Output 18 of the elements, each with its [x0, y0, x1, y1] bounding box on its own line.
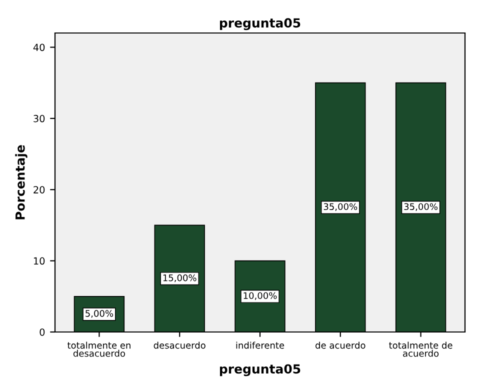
- y-tick-label: 0: [40, 328, 45, 336]
- chart-title: pregunta05: [220, 18, 300, 30]
- x-tick-label: totalmente de acuerdo: [389, 342, 452, 357]
- data-label: 10,00%: [244, 292, 277, 300]
- y-tick-label: 40: [33, 44, 45, 52]
- x-tick-label: indiferente: [236, 342, 284, 349]
- data-label: 5,00%: [86, 310, 114, 318]
- x-axis-title: pregunta05: [220, 364, 300, 376]
- data-label: 35,00%: [404, 203, 438, 211]
- x-tick-label: de acuerdo: [316, 342, 366, 349]
- data-label: 35,00%: [324, 203, 358, 211]
- x-tick-label: desacuerdo: [154, 342, 206, 349]
- y-tick-label: 30: [34, 114, 45, 122]
- y-tick-label: 10: [34, 257, 45, 265]
- y-tick-label: 20: [34, 186, 45, 194]
- data-label: 15,00%: [163, 274, 196, 282]
- y-axis-title: Porcentaje: [15, 145, 28, 220]
- x-tick-label: totalmente en desacuerdo: [67, 342, 130, 357]
